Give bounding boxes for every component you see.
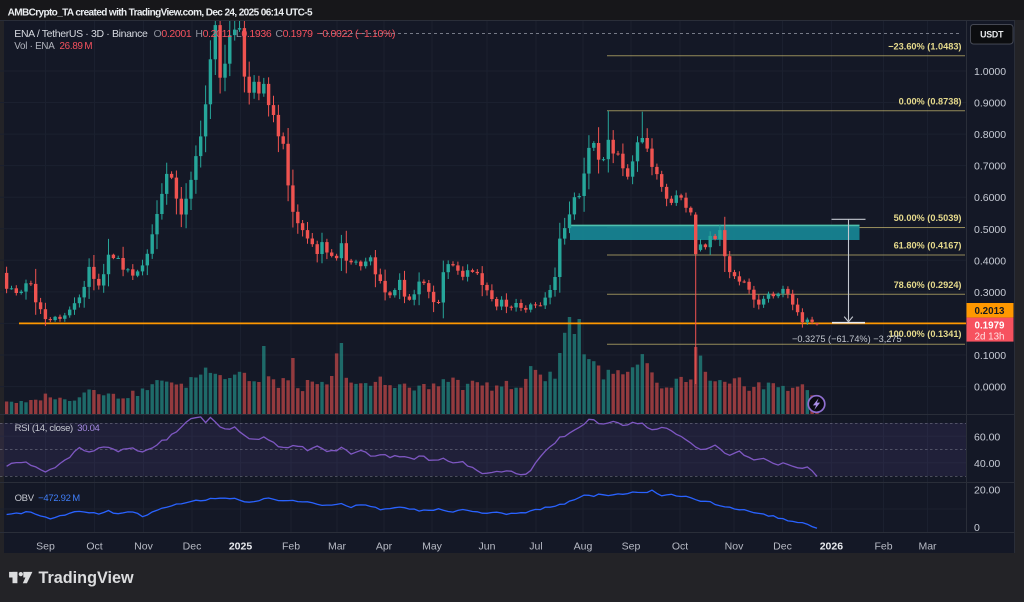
svg-text:0.2013: 0.2013 <box>975 306 1006 317</box>
svg-text:1.0000: 1.0000 <box>974 66 1006 78</box>
svg-text:60.00: 60.00 <box>974 431 1000 443</box>
svg-text:2d 13h: 2d 13h <box>975 331 1005 342</box>
svg-text:0.6000: 0.6000 <box>974 192 1006 204</box>
svg-text:78.60% (0.2924): 78.60% (0.2924) <box>894 280 962 290</box>
svg-text:Dec: Dec <box>773 541 792 553</box>
svg-text:May: May <box>422 541 443 553</box>
svg-text:0.4000: 0.4000 <box>974 255 1006 267</box>
svg-text:Mar: Mar <box>918 541 937 553</box>
svg-text:0.1000: 0.1000 <box>974 350 1006 362</box>
svg-text:Jun: Jun <box>479 541 496 553</box>
svg-text:Apr: Apr <box>376 541 393 553</box>
svg-text:Feb: Feb <box>874 541 892 553</box>
svg-text:Jul: Jul <box>529 541 542 553</box>
svg-text:Oct: Oct <box>672 541 688 553</box>
svg-text:0.0000: 0.0000 <box>974 382 1006 394</box>
svg-text:0.7000: 0.7000 <box>974 161 1006 173</box>
svg-text:AMBCrypto_TA created with Trad: AMBCrypto_TA created with TradingView.co… <box>8 8 313 19</box>
svg-text:−23.60% (1.0483): −23.60% (1.0483) <box>888 41 961 51</box>
svg-text:Dec: Dec <box>183 541 202 553</box>
svg-text:Feb: Feb <box>282 541 300 553</box>
svg-text:0.8000: 0.8000 <box>974 129 1006 141</box>
svg-text:0: 0 <box>974 522 980 534</box>
svg-text:−0.3275 (−61.74%) −3,275: −0.3275 (−61.74%) −3,275 <box>792 334 902 344</box>
svg-text:Nov: Nov <box>725 541 744 553</box>
svg-text:0.00% (0.8738): 0.00% (0.8738) <box>899 96 962 106</box>
svg-text:OBV −472.92 M: OBV −472.92 M <box>15 493 81 504</box>
svg-text:0.3000: 0.3000 <box>974 287 1006 299</box>
svg-text:50.00% (0.5039): 50.00% (0.5039) <box>894 213 962 223</box>
svg-text:61.80% (0.4167): 61.80% (0.4167) <box>894 240 962 250</box>
svg-text:Aug: Aug <box>574 541 593 553</box>
svg-text:2025: 2025 <box>229 541 253 553</box>
svg-text:0.1979: 0.1979 <box>975 320 1006 331</box>
svg-text:40.00: 40.00 <box>974 458 1000 470</box>
svg-text:Mar: Mar <box>328 541 347 553</box>
svg-text:0.5000: 0.5000 <box>974 224 1006 236</box>
svg-text:Sep: Sep <box>622 541 641 553</box>
svg-text:RSI (14, close) 30.04: RSI (14, close) 30.04 <box>15 423 100 434</box>
svg-text:Nov: Nov <box>134 541 153 553</box>
svg-text:Vol · ENA 26.89 M: Vol · ENA 26.89 M <box>14 41 92 52</box>
svg-text:TradingView: TradingView <box>39 569 134 587</box>
svg-text:Oct: Oct <box>86 541 102 553</box>
svg-text:Sep: Sep <box>36 541 55 553</box>
svg-text:20.00: 20.00 <box>974 484 1000 496</box>
svg-text:100.00% (0.1341): 100.00% (0.1341) <box>888 329 961 339</box>
svg-text:USDT: USDT <box>980 30 1004 40</box>
svg-text:2026: 2026 <box>820 541 844 553</box>
svg-text:0.9000: 0.9000 <box>974 98 1006 110</box>
